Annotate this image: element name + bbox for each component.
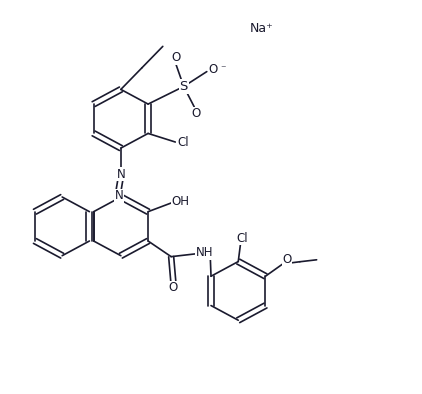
Text: O: O (208, 63, 218, 76)
Text: O: O (172, 52, 181, 65)
Text: ⁻: ⁻ (220, 65, 225, 74)
Text: Cl: Cl (237, 232, 248, 245)
Text: N: N (114, 190, 123, 203)
Text: Cl: Cl (177, 136, 189, 149)
Text: NH: NH (195, 246, 213, 259)
Text: Na⁺: Na⁺ (249, 22, 273, 35)
Text: OH: OH (171, 195, 189, 208)
Text: N: N (116, 168, 125, 181)
Text: O: O (283, 253, 292, 266)
Text: O: O (192, 108, 201, 120)
Text: S: S (179, 80, 188, 93)
Text: O: O (169, 281, 178, 294)
